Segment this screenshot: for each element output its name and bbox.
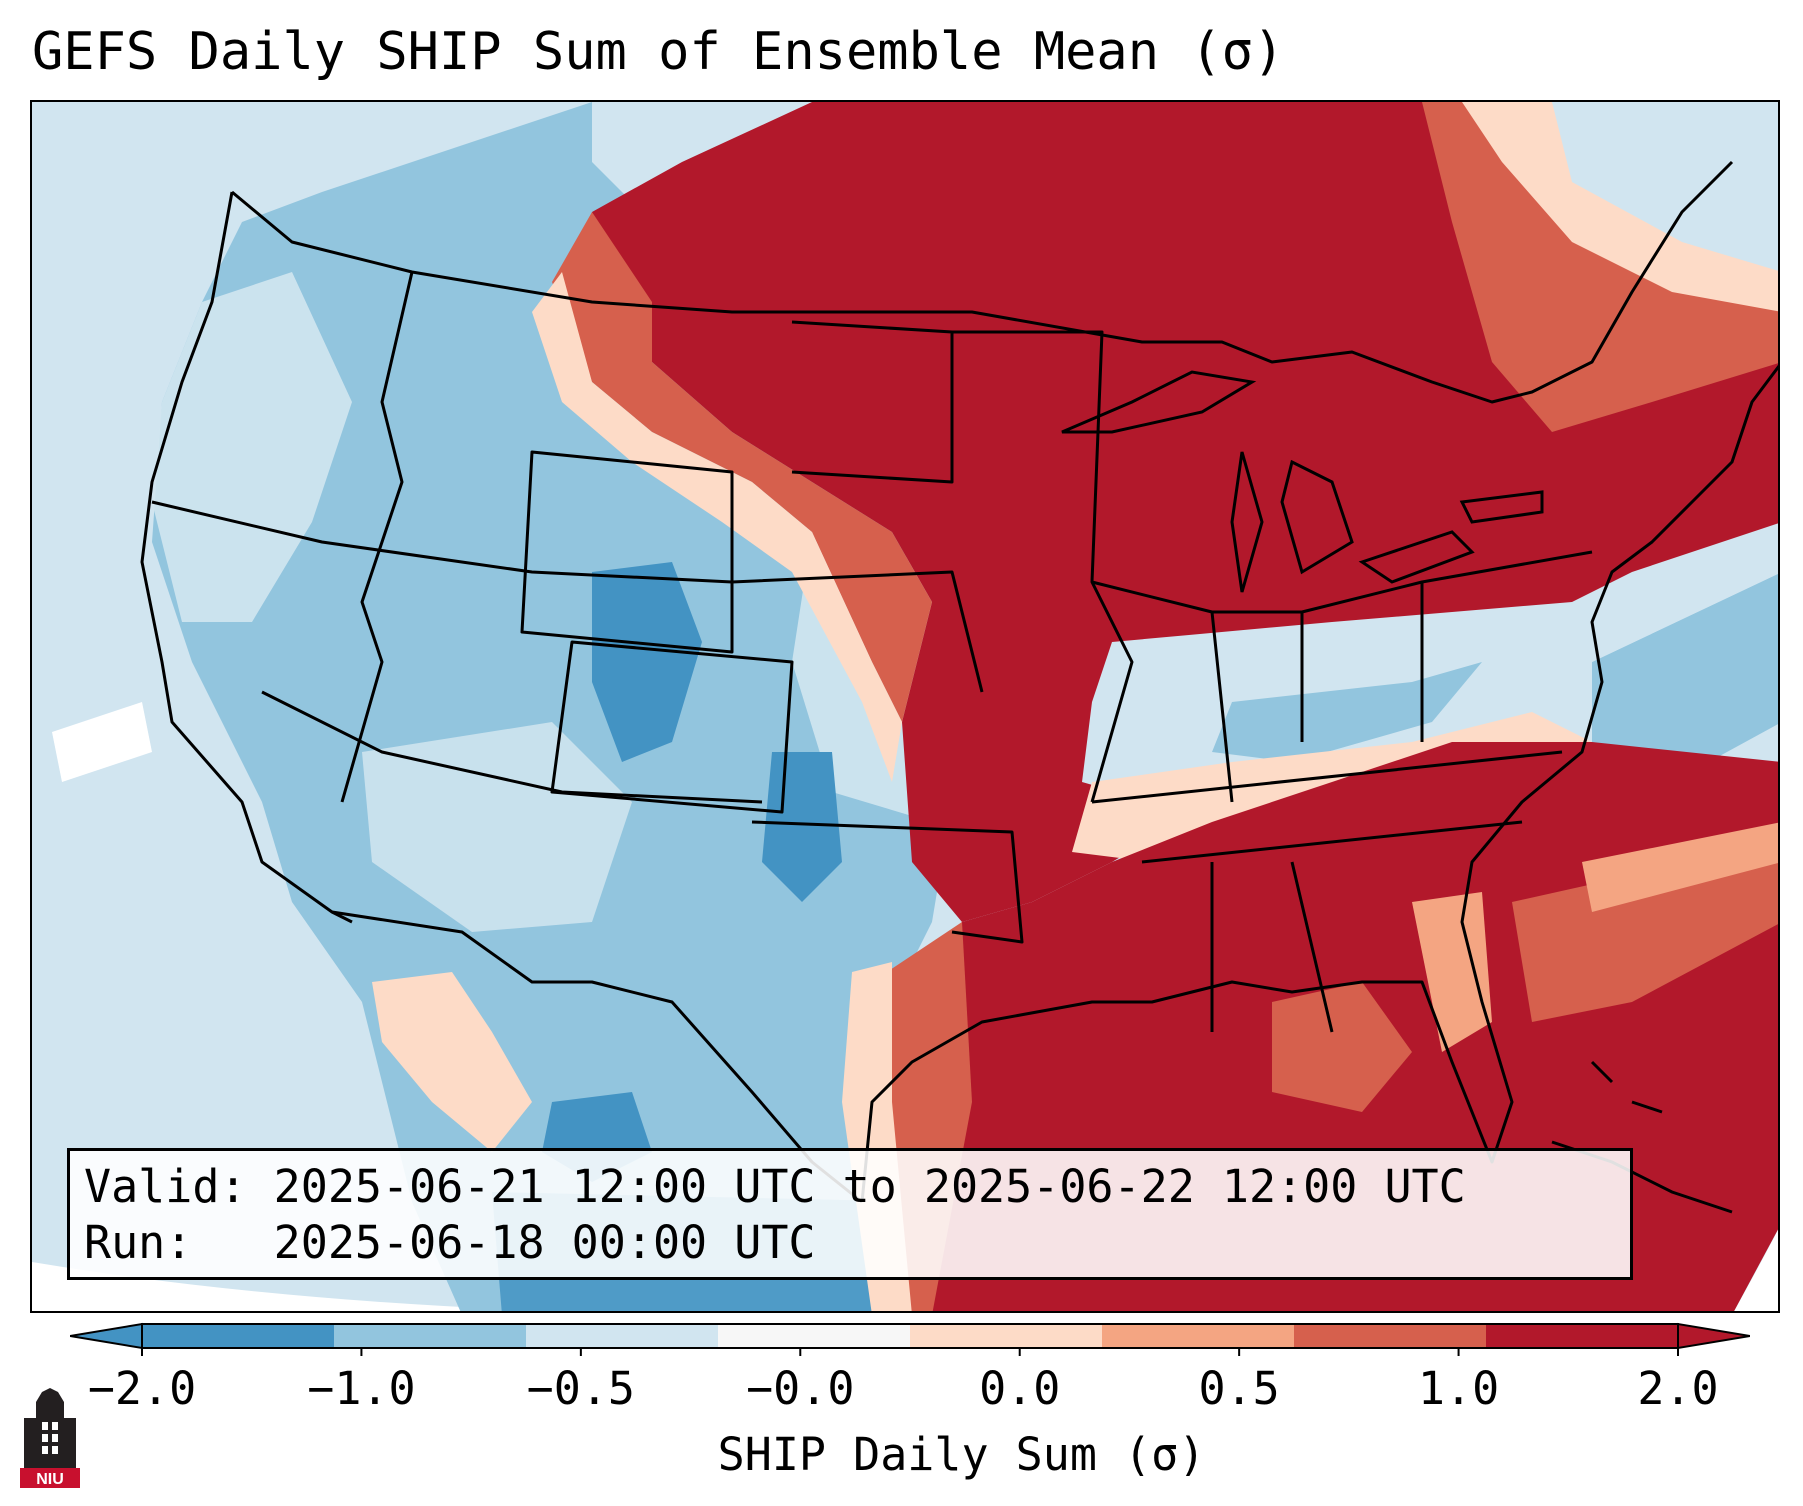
state-line-37n bbox=[261, 690, 763, 804]
field-positive-florida bbox=[1412, 892, 1492, 1052]
off-map-area-right bbox=[1734, 1229, 1778, 1311]
oklahoma bbox=[751, 820, 1024, 944]
colorbar-tick-label: 2.0 bbox=[1637, 1362, 1719, 1415]
colorbar bbox=[70, 1322, 1750, 1356]
lake-michigan bbox=[1230, 451, 1264, 593]
colorbar-tick-label: 0.0 bbox=[979, 1362, 1061, 1415]
lake-erie bbox=[1358, 530, 1475, 584]
field-strong-negative-colorado bbox=[592, 562, 702, 762]
niu-logo: NIU bbox=[20, 1388, 80, 1488]
field-neutral-pacific bbox=[52, 702, 152, 782]
colorbar-segment bbox=[1294, 1324, 1487, 1348]
colorbar-segment bbox=[334, 1324, 527, 1348]
map-canvas bbox=[32, 102, 1778, 1311]
us-canada-border bbox=[231, 160, 1734, 404]
field-negative-appalachia bbox=[1212, 662, 1482, 762]
logo-text: NIU bbox=[36, 1471, 64, 1488]
field-weak-negative-southwest bbox=[362, 722, 632, 932]
alabama-georgia bbox=[1290, 861, 1334, 1033]
run-label: Run: bbox=[84, 1216, 193, 1269]
colorbar-tick-label: −1.0 bbox=[307, 1362, 416, 1415]
colorbar-segment bbox=[910, 1324, 1103, 1348]
nebraska-kansas bbox=[731, 570, 984, 693]
colorado-outline bbox=[550, 640, 794, 814]
colorbar-tick-label: −0.0 bbox=[746, 1362, 855, 1415]
valid-time: 2025-06-21 12:00 UTC to 2025-06-22 12:00… bbox=[273, 1160, 1466, 1213]
bahamas-2 bbox=[1631, 1100, 1663, 1114]
colorbar-segment bbox=[1486, 1324, 1679, 1348]
colorbar-tick-label: −2.0 bbox=[87, 1362, 197, 1415]
off-map-area bbox=[32, 1262, 551, 1311]
field-weak-positive-band bbox=[532, 272, 902, 782]
great-lakes bbox=[1061, 370, 1544, 593]
colorbar-extend-max bbox=[1677, 1322, 1750, 1350]
colorbar-segment bbox=[142, 1324, 335, 1348]
colorbar-segment bbox=[718, 1324, 911, 1348]
bahamas-1 bbox=[1590, 1060, 1614, 1084]
valid-label: Valid: bbox=[84, 1160, 247, 1213]
colorbar-segment bbox=[1102, 1324, 1295, 1348]
colorbar-label: SHIP Daily Sum (σ) bbox=[717, 1428, 1206, 1481]
lake-huron bbox=[1280, 459, 1354, 575]
tennessee-south bbox=[1141, 820, 1523, 864]
field-weak-positive-northeast bbox=[1462, 102, 1778, 312]
wyoming-outline bbox=[520, 450, 734, 654]
pennsylvania bbox=[1421, 550, 1593, 584]
map-panel bbox=[30, 100, 1780, 1313]
colorbar-tick-label: 1.0 bbox=[1417, 1362, 1500, 1415]
colorbar-outline bbox=[141, 1323, 1679, 1349]
atlantic-gulf-coastline bbox=[860, 364, 1778, 1203]
lake-ontario bbox=[1459, 490, 1544, 524]
state-line-42n bbox=[151, 500, 733, 584]
tennessee-north bbox=[1091, 750, 1563, 804]
field-weak-positive-mexico bbox=[372, 972, 532, 1152]
field-positive-atlantic bbox=[1582, 822, 1778, 912]
lake-superior bbox=[1061, 370, 1257, 434]
colorbar-tick-label: −0.5 bbox=[526, 1362, 636, 1415]
colorbar-extend-min bbox=[70, 1322, 143, 1350]
colorbar-tick-label: 0.5 bbox=[1198, 1362, 1280, 1415]
field-moderate-positive-atlantic bbox=[1512, 842, 1778, 1022]
state-boundaries bbox=[140, 160, 1778, 1204]
field-negative-atlantic bbox=[1592, 573, 1778, 782]
chart-title: GEFS Daily SHIP Sum of Ensemble Mean (σ) bbox=[32, 22, 1285, 82]
valid-run-info-box: Valid: 2025-06-21 12:00 UTC to 2025-06-2… bbox=[67, 1148, 1633, 1280]
colorbar-segment bbox=[526, 1324, 719, 1348]
state-line-id-nv bbox=[340, 271, 414, 803]
field-negative-west bbox=[152, 102, 952, 1311]
field-weak-negative-northwest bbox=[152, 272, 352, 622]
pacific-coastline bbox=[140, 191, 353, 924]
field-weak-negative-atlantic bbox=[1582, 524, 1778, 662]
field-moderate-positive-band bbox=[552, 212, 932, 722]
field-moderate-positive-gulf bbox=[1272, 982, 1412, 1112]
dakotas bbox=[791, 320, 954, 484]
field-weak-negative-canada bbox=[1552, 102, 1778, 261]
run-time: 2025-06-18 00:00 UTC bbox=[273, 1216, 816, 1269]
field-moderate-positive-northeast bbox=[1422, 102, 1778, 432]
